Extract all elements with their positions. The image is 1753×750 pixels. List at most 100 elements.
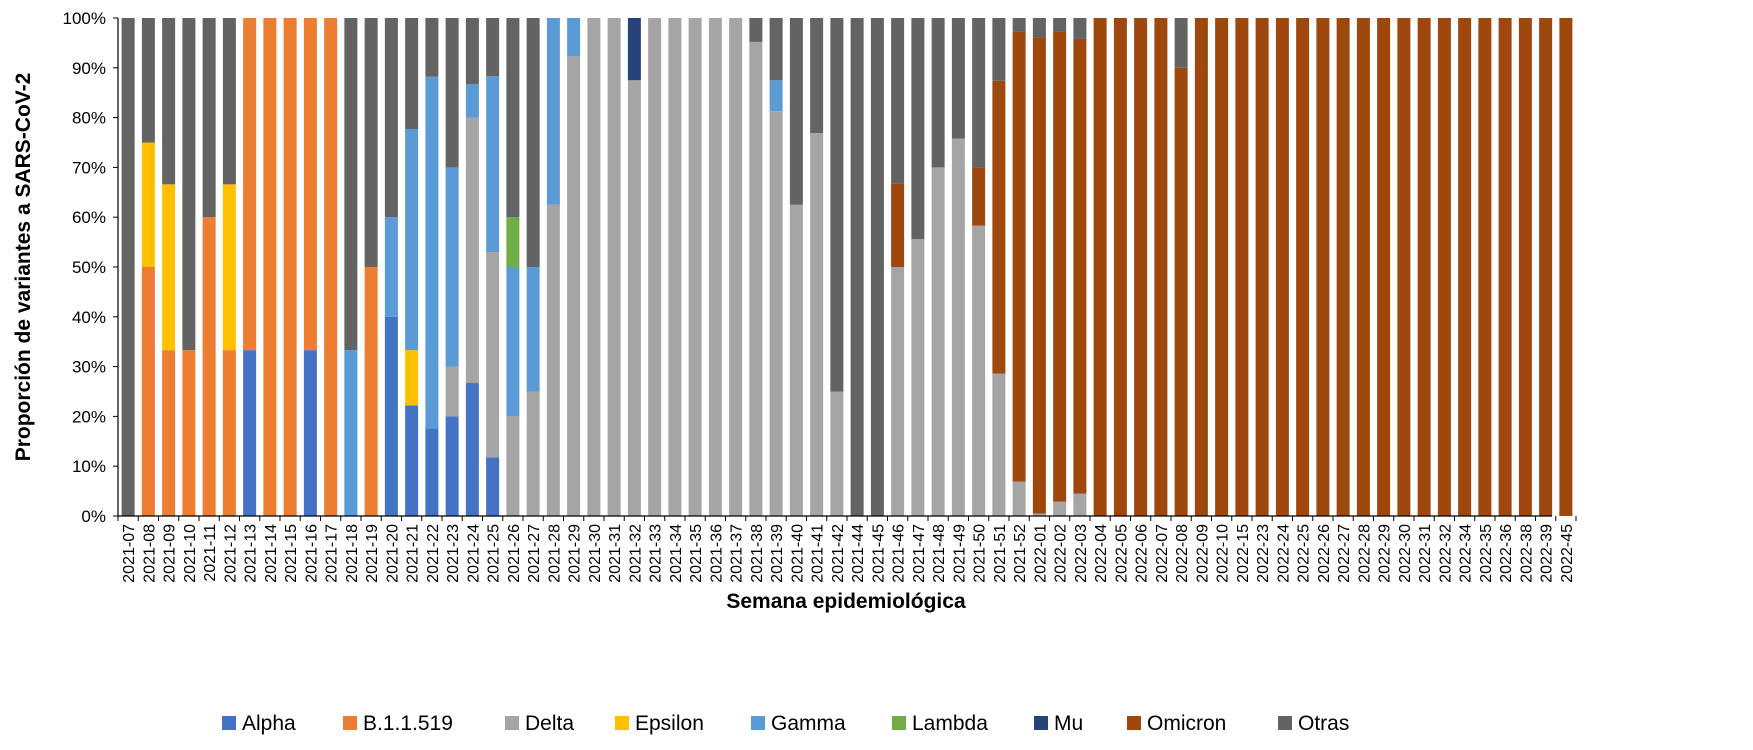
x-tick-label: 2022-30: [1397, 524, 1414, 583]
bar-segment-otras-2021-49: [951, 18, 965, 139]
bar-segment-otras-2022-03: [1073, 18, 1087, 39]
bar-segment-otras-2021-45: [870, 18, 884, 516]
y-tick-label: 40%: [72, 308, 106, 327]
bar-segment-omicron-2022-08: [1174, 67, 1188, 517]
bar-segment-otras-2021-44: [850, 18, 864, 516]
x-tick-label: 2021-24: [465, 524, 482, 583]
x-tick-label: 2021-18: [344, 524, 361, 583]
x-tick-label: 2021-42: [830, 524, 847, 583]
legend-swatch-mu: [1034, 716, 1048, 730]
x-tick-label: 2021-34: [668, 524, 685, 583]
x-tick-label: 2021-48: [931, 524, 948, 583]
bar-segment-omicron-2022-04: [1093, 18, 1107, 516]
legend-swatch-alpha: [222, 716, 236, 730]
x-tick-label: 2021-26: [506, 524, 523, 583]
x-tick-label: 2021-46: [891, 524, 908, 583]
bar-segment-omicron-2022-02: [1053, 31, 1067, 502]
bar-segment-alpha-2021-25: [486, 457, 500, 516]
legend-label-alpha: Alpha: [242, 712, 296, 735]
bar-segment-omicron-2022-09: [1194, 18, 1208, 516]
x-tick-label: 2021-32: [627, 524, 644, 583]
x-tick-label: 2022-23: [1255, 524, 1272, 583]
bar-segment-delta-2021-25: [486, 252, 500, 458]
bar-segment-omicron-2022-25: [1296, 18, 1310, 516]
x-tick-label: 2021-17: [324, 524, 341, 583]
bar-segment-omicron-2022-01: [1032, 37, 1046, 514]
x-tick-label: 2021-36: [708, 524, 725, 583]
legend-label-epsilon: Epsilon: [635, 712, 704, 735]
legend-swatch-lambda: [892, 716, 906, 730]
x-tick-label: 2021-20: [384, 524, 401, 583]
bar-segment-delta-2021-49: [951, 138, 965, 516]
x-tick-label: 2022-04: [1093, 524, 1110, 583]
bar-segment-b-1-1-519-2021-09: [162, 350, 176, 516]
bar-segment-delta-2021-38: [749, 41, 763, 517]
bar-segment-alpha-2021-20: [384, 316, 398, 516]
x-tick-label: 2021-41: [810, 524, 827, 583]
bar-segment-delta-2022-01: [1032, 513, 1046, 516]
bar-segment-alpha-2021-24: [465, 383, 479, 516]
x-tick-label: 2022-38: [1518, 524, 1535, 583]
bar-segment-delta-2021-24: [465, 117, 479, 384]
legend-swatch-gamma: [751, 716, 765, 730]
x-tick-label: 2021-35: [688, 524, 705, 583]
bar-segment-otras-2021-12: [222, 18, 236, 185]
x-tick-label: 2021-07: [121, 524, 138, 583]
bar-segment-delta-2022-02: [1053, 501, 1067, 516]
bar-segment-gamma-2021-21: [405, 129, 419, 351]
x-tick-label: 2021-21: [405, 524, 422, 583]
bar-segment-omicron-2022-07: [1154, 18, 1168, 516]
bar-segment-alpha-2021-23: [445, 416, 459, 516]
bar-segment-otras-2022-02: [1053, 18, 1067, 32]
bar-segment-omicron-2021-52: [1012, 31, 1026, 482]
bar-segment-epsilon-2021-12: [222, 184, 236, 351]
bar-segment-b-1-1-519-2021-11: [202, 217, 216, 516]
bar-segment-omicron-2021-50: [972, 167, 986, 226]
bar-segment-gamma-2021-18: [344, 350, 358, 516]
bar-segment-delta-2021-42: [830, 391, 844, 516]
x-tick-label: 2021-16: [303, 524, 320, 583]
bar-segment-delta-2021-39: [769, 111, 783, 516]
bar-segment-omicron-2021-46: [891, 183, 905, 267]
bar-segment-omicron-2022-27: [1336, 18, 1350, 516]
x-tick-label: 2022-27: [1336, 524, 1353, 583]
x-tick-label: 2021-13: [243, 524, 260, 583]
x-tick-label: 2021-38: [749, 524, 766, 583]
y-tick-label: 10%: [72, 457, 106, 476]
x-tick-label: 2022-32: [1437, 524, 1454, 583]
y-tick-label: 20%: [72, 407, 106, 426]
x-tick-label: 2021-37: [729, 524, 746, 583]
x-tick-label: 2021-33: [648, 524, 665, 583]
y-tick-label: 100%: [63, 9, 106, 28]
x-tick-label: 2021-28: [546, 524, 563, 583]
bar-segment-otras-2021-51: [992, 18, 1006, 81]
bar-segment-b-1-1-519-2021-10: [182, 350, 196, 516]
y-tick-label: 80%: [72, 109, 106, 128]
bar-segment-delta-2021-51: [992, 373, 1006, 516]
bar-segment-alpha-2021-22: [425, 428, 439, 516]
bar-segment-gamma-2021-26: [506, 267, 520, 417]
x-tick-label: 2022-15: [1235, 524, 1252, 583]
x-tick-label: 2022-06: [1134, 524, 1151, 583]
bar-segment-omicron-2022-38: [1518, 18, 1532, 516]
bar-segment-delta-2021-34: [668, 18, 682, 516]
legend-label-lambda: Lambda: [912, 712, 988, 735]
bar-segment-b-1-1-519-2021-08: [141, 267, 155, 516]
x-tick-label: 2021-52: [1012, 524, 1029, 583]
bar-segment-b-1-1-519-2021-14: [263, 18, 277, 516]
y-tick-label: 60%: [72, 208, 106, 227]
bar-segment-omicron-2022-15: [1235, 18, 1249, 516]
bar-segment-alpha-2021-13: [243, 350, 257, 516]
legend-swatch-b-1-1-519: [343, 716, 357, 730]
bar-segment-b-1-1-519-2021-19: [364, 267, 378, 516]
x-tick-label: 2022-10: [1215, 524, 1232, 583]
x-tick-label: 2022-09: [1194, 524, 1211, 583]
bar-segment-otras-2021-38: [749, 18, 763, 42]
bar-segment-otras-2021-23: [445, 18, 459, 168]
bar-segment-mu-2021-32: [627, 18, 641, 81]
bar-segment-b-1-1-519-2021-15: [283, 18, 297, 516]
bar-segment-delta-2021-30: [587, 18, 601, 516]
bar-segment-gamma-2021-39: [769, 80, 783, 112]
bar-segment-gamma-2021-24: [465, 84, 479, 118]
